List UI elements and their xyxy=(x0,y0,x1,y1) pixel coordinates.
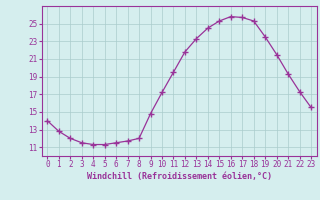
X-axis label: Windchill (Refroidissement éolien,°C): Windchill (Refroidissement éolien,°C) xyxy=(87,172,272,181)
